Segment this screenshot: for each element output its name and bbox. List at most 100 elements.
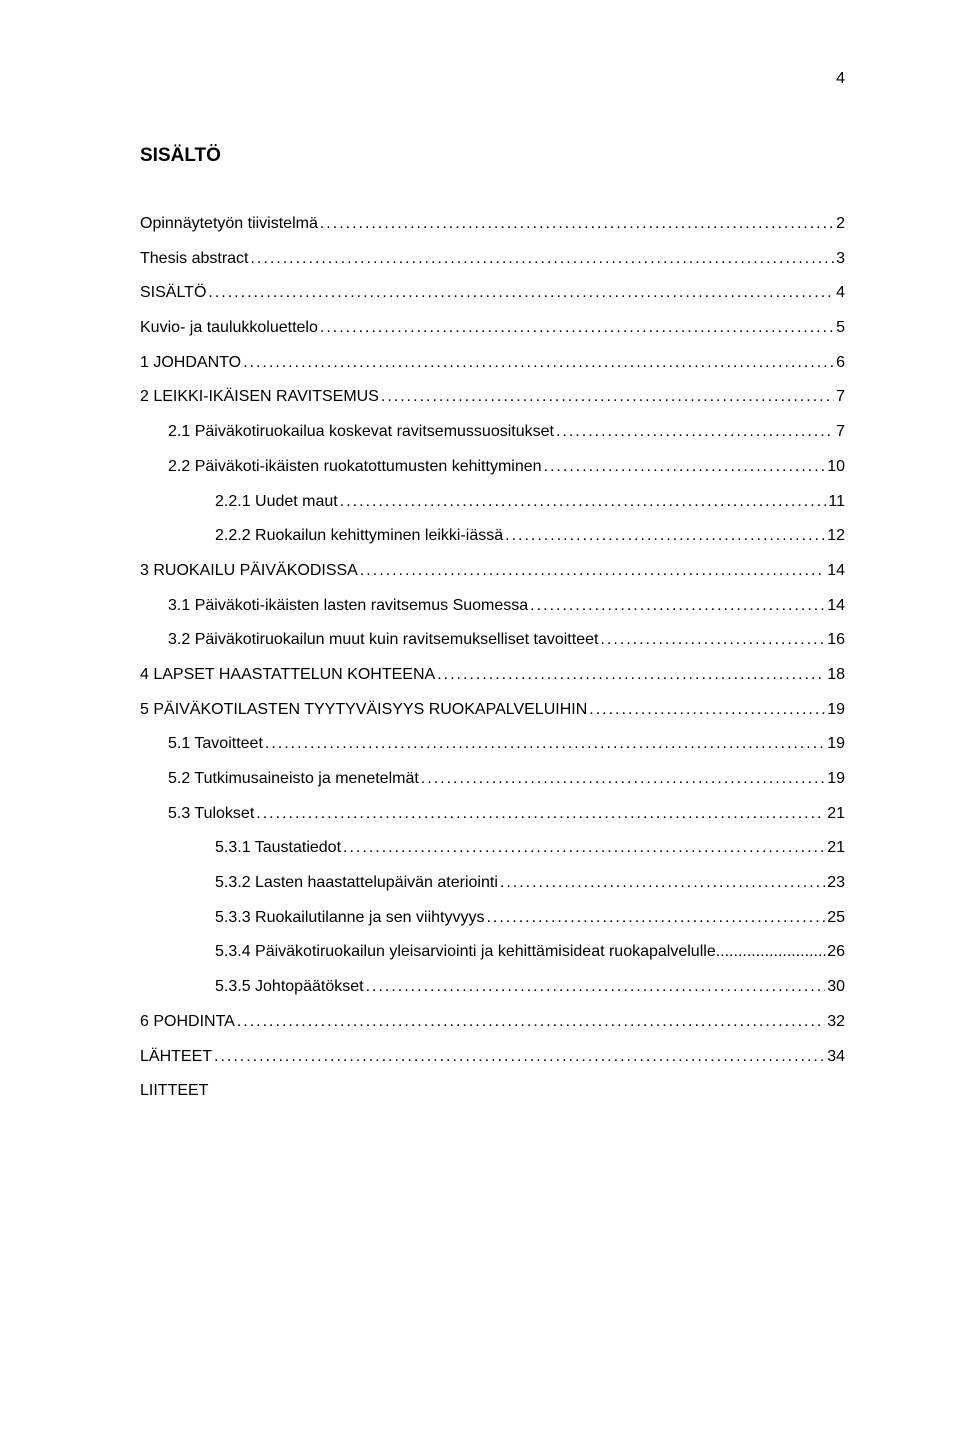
toc-entry[interactable]: 4 LAPSET HAASTATTELUN KOHTEENA18 [140, 663, 845, 686]
toc-entry-page: 10 [827, 455, 845, 478]
toc-entry-page: 19 [827, 732, 845, 755]
toc-entry-label: LÄHTEET [140, 1045, 212, 1068]
toc-leader-dots [366, 975, 826, 998]
toc-entry[interactable]: 5.3.3 Ruokailutilanne ja sen viihtyvyys 2… [140, 906, 845, 929]
toc-leader-dots [544, 455, 826, 478]
toc-entry-page: 25 [827, 906, 845, 929]
toc-entry[interactable]: 3.2 Päiväkotiruokailun muut kuin ravitse… [140, 628, 845, 651]
toc-entry-label: 2 LEIKKI-IKÄISEN RAVITSEMUS [140, 385, 379, 408]
toc-entry[interactable]: 2.2.1 Uudet maut 11 [140, 490, 845, 513]
toc-entry-label: 5.3.3 Ruokailutilanne ja sen viihtyvyys [215, 906, 484, 929]
toc-entry-label: 5.3 Tulokset [168, 802, 254, 825]
toc-entry-label: 5 PÄIVÄKOTILASTEN TYYTYVÄISYYS RUOKAPALV… [140, 698, 587, 721]
toc-entry-page: 11 [828, 490, 845, 513]
toc-entry[interactable]: 2.2 Päiväkoti-ikäisten ruokatottumusten … [140, 455, 845, 478]
toc-entry-label: Opinnäytetyön tiivistelmä [140, 212, 318, 235]
toc-entry-label: 3.2 Päiväkotiruokailun muut kuin ravitse… [168, 628, 598, 651]
toc-entry-label: 5.3.5 Johtopäätökset [215, 975, 364, 998]
toc-entry-page: 32 [827, 1010, 845, 1033]
toc-entry-page: 12 [827, 524, 845, 547]
toc-leader-dots [320, 212, 834, 235]
toc-leader-dots [208, 281, 834, 304]
toc-entry[interactable]: 5 PÄIVÄKOTILASTEN TYYTYVÄISYYS RUOKAPALV… [140, 698, 845, 721]
toc-leader-dots [237, 1010, 825, 1033]
toc-leader-dots [343, 836, 825, 859]
document-page: 4 SISÄLTÖ Opinnäytetyön tiivistelmä 2 Thes… [0, 0, 960, 1434]
toc-entry-label: 2.2 Päiväkoti-ikäisten ruokatottumusten … [168, 455, 542, 478]
toc-entry-label: 4 LAPSET HAASTATTELUN KOHTEENA [140, 663, 435, 686]
toc-entry-page: 3 [836, 247, 845, 270]
toc-entry-label: 5.1 Tavoitteet [168, 732, 263, 755]
toc-leader-dots [589, 698, 825, 721]
toc-entry[interactable]: Kuvio- ja taulukkoluettelo5 [140, 316, 845, 339]
page-number: 4 [836, 70, 845, 88]
toc-entry[interactable]: 5.2 Tutkimusaineisto ja menetelmät 19 [140, 767, 845, 790]
toc-entry-page: 14 [827, 559, 845, 582]
page-title: SISÄLTÖ [140, 145, 845, 167]
toc-entry-page: 21 [827, 802, 845, 825]
toc-entry-label: 5.3.4 Päiväkotiruokailun yleisarviointi … [215, 940, 716, 963]
toc-entry-page: 6 [836, 351, 845, 374]
toc-entry[interactable]: 3.1 Päiväkoti-ikäisten lasten ravitsemus… [140, 594, 845, 617]
toc-entry-page: 23 [827, 871, 845, 894]
toc-entry[interactable]: Opinnäytetyön tiivistelmä 2 [140, 212, 845, 235]
toc-entry-label: 3.1 Päiväkoti-ikäisten lasten ravitsemus… [168, 594, 528, 617]
toc-entry-page: 2 [836, 212, 845, 235]
toc-leader-dots [530, 594, 825, 617]
toc-entry-page: 30 [827, 975, 845, 998]
toc-leader-dots [320, 316, 834, 339]
toc-entry[interactable]: LÄHTEET 34 [140, 1045, 845, 1068]
toc-entry[interactable]: 5.3.4 Päiväkotiruokailun yleisarviointi … [140, 940, 845, 963]
table-of-contents: Opinnäytetyön tiivistelmä 2 Thesis abstrac… [140, 212, 845, 1102]
toc-entry-label: Kuvio- ja taulukkoluettelo [140, 316, 318, 339]
toc-entry-label: 5.3.1 Taustatiedot [215, 836, 341, 859]
toc-leader-dots [486, 906, 825, 929]
toc-leader-dots [256, 802, 825, 825]
toc-leader-dots [381, 385, 834, 408]
toc-entry-label: 1 JOHDANTO [140, 351, 241, 374]
toc-entry[interactable]: 1 JOHDANTO 6 [140, 351, 845, 374]
toc-entry[interactable]: Thesis abstract 3 [140, 247, 845, 270]
toc-entry[interactable]: SISÄLTÖ 4 [140, 281, 845, 304]
toc-entry-page: 4 [836, 281, 845, 304]
toc-entry-label: 2.2.1 Uudet maut [215, 490, 338, 513]
toc-leader-dots [500, 871, 825, 894]
toc-leader-dots [250, 247, 834, 270]
toc-leader-dots [265, 732, 825, 755]
toc-leader-dots [421, 767, 825, 790]
toc-leader-dots [243, 351, 834, 374]
toc-leader-dots [437, 663, 825, 686]
toc-entry[interactable]: 3 RUOKAILU PÄIVÄKODISSA 14 [140, 559, 845, 582]
toc-entry[interactable]: 2 LEIKKI-IKÄISEN RAVITSEMUS 7 [140, 385, 845, 408]
toc-entry-page: 16 [827, 628, 845, 651]
toc-entry[interactable]: 5.3 Tulokset 21 [140, 802, 845, 825]
toc-entry-page: 7 [836, 420, 845, 443]
toc-entry[interactable]: 6 POHDINTA 32 [140, 1010, 845, 1033]
toc-entry-label: 2.1 Päiväkotiruokailua koskevat ravitsem… [168, 420, 554, 443]
toc-entry-label: 5.2 Tutkimusaineisto ja menetelmät [168, 767, 419, 790]
toc-entry-label: 2.2.2 Ruokailun kehittyminen leikki-iäss… [215, 524, 503, 547]
toc-entry-label: 3 RUOKAILU PÄIVÄKODISSA [140, 559, 358, 582]
toc-leader-dots [214, 1045, 825, 1068]
toc-entry[interactable]: LIITTEET [140, 1079, 845, 1102]
toc-entry[interactable]: 5.3.1 Taustatiedot 21 [140, 836, 845, 859]
toc-entry[interactable]: 2.2.2 Ruokailun kehittyminen leikki-iäss… [140, 524, 845, 547]
toc-entry[interactable]: 5.3.5 Johtopäätökset 30 [140, 975, 845, 998]
toc-leader-dots [505, 524, 825, 547]
toc-entry[interactable]: 5.1 Tavoitteet 19 [140, 732, 845, 755]
toc-entry-label: LIITTEET [140, 1079, 208, 1102]
toc-entry[interactable]: 5.3.2 Lasten haastattelupäivän aterioint… [140, 871, 845, 894]
toc-leader-dots [556, 420, 834, 443]
toc-entry-label: SISÄLTÖ [140, 281, 206, 304]
toc-entry[interactable]: 2.1 Päiväkotiruokailua koskevat ravitsem… [140, 420, 845, 443]
toc-entry-page: 19 [827, 767, 845, 790]
toc-entry-page: 21 [827, 836, 845, 859]
toc-entry-page: 7 [836, 385, 845, 408]
toc-entry-label: Thesis abstract [140, 247, 248, 270]
toc-entry-page: 26 [827, 940, 845, 963]
toc-leader-dots [716, 940, 827, 963]
toc-entry-page: 19 [827, 698, 845, 721]
toc-entry-label: 6 POHDINTA [140, 1010, 235, 1033]
toc-entry-page: 34 [827, 1045, 845, 1068]
toc-leader-dots [340, 490, 827, 513]
